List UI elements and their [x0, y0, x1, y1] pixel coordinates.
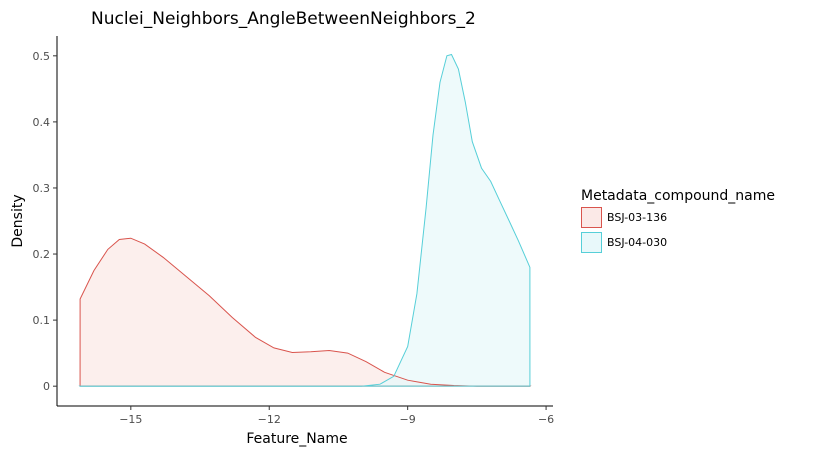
y-tick-label: 0.3: [33, 182, 51, 195]
density-area-1: [80, 238, 530, 387]
legend-label-2: BSJ-04-030: [607, 236, 667, 249]
x-tick-label: −15: [119, 413, 142, 426]
legend-label-1: BSJ-03-136: [607, 211, 667, 224]
density-line-2: [78, 53, 531, 387]
plot-lines: [78, 53, 532, 387]
y-ticks: 0 0.1 0.2 0.3 0.4 0.5: [33, 50, 57, 393]
legend: Metadata_compound_name BSJ-03-136 BSJ-04-…: [581, 188, 775, 253]
y-tick-label: 0: [43, 380, 50, 393]
chart-title: Nuclei_Neighbors_AngleBetweenNeighbors_2: [91, 9, 476, 29]
y-axis-title: Density: [10, 194, 26, 247]
x-ticks: −15 −12 −9 −6: [119, 406, 554, 426]
y-tick-label: 0.5: [33, 50, 51, 63]
y-tick-label: 0.2: [33, 248, 51, 261]
plot-areas: [80, 54, 530, 387]
x-axis-title: Feature_Name: [246, 431, 347, 447]
x-tick-label: −9: [400, 413, 416, 426]
x-tick-label: −12: [258, 413, 281, 426]
legend-swatch-2: [581, 232, 602, 253]
legend-title: Metadata_compound_name: [581, 188, 775, 204]
density-area-2: [80, 54, 530, 387]
legend-items: BSJ-03-136 BSJ-04-030: [581, 207, 667, 253]
y-tick-label: 0.4: [33, 116, 51, 129]
y-tick-label: 0.1: [33, 314, 51, 327]
x-tick-label: −6: [538, 413, 554, 426]
legend-swatch-1: [581, 207, 602, 228]
